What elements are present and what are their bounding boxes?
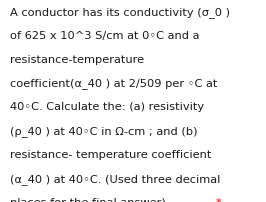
Text: (α_40 ) at 40◦C. (Used three decimal: (α_40 ) at 40◦C. (Used three decimal: [10, 174, 221, 185]
Text: 40◦C. Calculate the: (a) resistivity: 40◦C. Calculate the: (a) resistivity: [10, 102, 204, 113]
Text: coefficient(α_40 ) at 2/509 per ◦C at: coefficient(α_40 ) at 2/509 per ◦C at: [10, 79, 218, 89]
Text: resistance-temperature: resistance-temperature: [10, 55, 144, 65]
Text: A conductor has its conductivity (σ_0 ): A conductor has its conductivity (σ_0 ): [10, 7, 230, 18]
Text: places for the final answer): places for the final answer): [10, 198, 169, 202]
Text: resistance- temperature coefficient: resistance- temperature coefficient: [10, 150, 211, 160]
Text: *: *: [216, 198, 221, 202]
Text: of 625 x 10^3 S/cm at 0◦C and a: of 625 x 10^3 S/cm at 0◦C and a: [10, 31, 200, 41]
Text: (ρ_40 ) at 40◦C in Ω-cm ; and (b): (ρ_40 ) at 40◦C in Ω-cm ; and (b): [10, 126, 198, 137]
